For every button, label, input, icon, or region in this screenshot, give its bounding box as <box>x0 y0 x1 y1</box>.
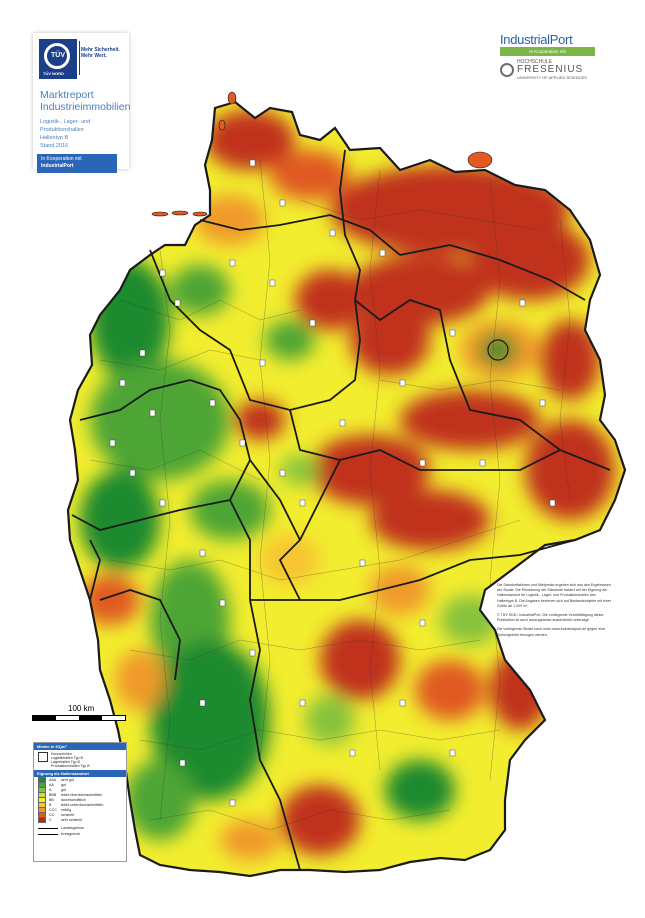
legend: Mieten in €/Qm² Kennzeichen Logistikhall… <box>33 742 127 862</box>
legend-class-code: A <box>49 787 52 792</box>
report-line-3: Stand 2016 <box>40 143 69 149</box>
tuv-logo-sub: TÜV NORD <box>43 71 64 76</box>
scale-label: 100 km <box>68 704 95 713</box>
fresenius-logo: HOCHSCHULE FRESENIUS UNIVERSITY OF APPLI… <box>500 59 600 80</box>
legend-class-code: B <box>49 802 52 807</box>
industrialport-koop-bar: In Kooperation mit <box>500 47 595 56</box>
tuv-logo-text: TÜV <box>51 52 65 59</box>
legend-class-label: sehr schlecht <box>61 817 83 822</box>
city-markers <box>109 159 556 807</box>
fresenius-text: FRESENIUS <box>517 64 584 75</box>
legend-line-district: Kreisgrenze <box>34 831 126 837</box>
tuv-logo-ring <box>44 43 70 69</box>
legend-class-code: CCC <box>49 807 57 812</box>
fresenius-sub: UNIVERSITY OF APPLIED SCIENCES <box>517 75 587 80</box>
info-paragraph-2: © TÜV SÜD / IndustrialPort. Die vorliege… <box>497 613 604 623</box>
tuv-slogan: Mehr Sicherheit. Mehr Wert. <box>81 47 125 59</box>
legend-line-state-label: Landesgrenze <box>61 826 84 830</box>
koop-line-1: In Kooperation mit <box>41 156 82 162</box>
legend-class-label: schlecht <box>61 812 75 817</box>
fresenius-icon <box>500 62 514 77</box>
tuv-logo: TÜV TÜV NORD <box>39 39 77 79</box>
legend-class-label: gut <box>61 787 66 792</box>
legend-class-code: C <box>49 817 52 822</box>
legend-symbol-line: Logistikhallen Typ B <box>51 756 83 760</box>
report-title: Marktreport Industrieimmobilien <box>40 89 131 113</box>
legend-header-suitability: Eignung als Hallenstandort <box>34 770 126 777</box>
info-text: Die Standortfaktoren und Mietpreise erge… <box>497 583 613 642</box>
legend-symbol-block: Kennzeichen Logistikhallen Typ B Lagerha… <box>34 750 126 768</box>
legend-class-label: sehr gut <box>61 777 74 782</box>
berlin-area <box>487 339 509 361</box>
tuv-divider <box>79 41 80 75</box>
legend-line-district-sample <box>38 833 58 835</box>
scale-bar-graphic <box>32 715 126 721</box>
heatmap-layer <box>68 102 625 876</box>
legend-class-code: BBB <box>49 792 57 797</box>
legend-symbol-line: Produktionshallen Typ B <box>51 764 90 768</box>
legend-symbol-icon <box>38 752 48 762</box>
industrialport-name: IndustrialPort <box>500 32 573 47</box>
tuv-slogan-1: Mehr Sicherheit. <box>81 47 120 53</box>
legend-symbol-line: Lagerhallen Typ B <box>51 760 80 764</box>
scale-bar: 100 km <box>32 704 126 721</box>
hochschule-text: HOCHSCHULE <box>517 59 553 65</box>
tuv-title-panel: TÜV TÜV NORD Mehr Sicherheit. Mehr Wert.… <box>33 33 131 169</box>
legend-class-code: BB <box>49 797 54 802</box>
north-islands <box>151 91 493 217</box>
legend-symbol-line: Kennzeichen <box>51 752 72 756</box>
legend-class-label: mäßig <box>61 807 71 812</box>
koop-line-2: IndustrialPort <box>41 163 74 169</box>
state-borders <box>66 100 627 878</box>
legend-class-label: gut <box>61 782 66 787</box>
legend-class-label: leicht unterdurchschnittlich <box>61 802 104 807</box>
district-borders <box>89 159 571 831</box>
report-title-2: Industrieimmobilien <box>40 101 131 113</box>
report-line-1: Logistik-, Lager- und Produktionshallen <box>40 119 91 133</box>
info-paragraph-3: Die vorliegende Studie kann unter www.in… <box>497 627 606 637</box>
legend-line-state: Landesgrenze <box>34 825 126 831</box>
legend-line-state-sample <box>38 827 58 829</box>
cooperation-badge: In Kooperation mit IndustrialPort <box>37 154 117 173</box>
industrialport-logo: IndustrialPort In Kooperation mit HOCHSC… <box>500 32 600 80</box>
legend-line-district-label: Kreisgrenze <box>61 832 81 836</box>
legend-class-label: leicht überdurchschnittlich <box>61 792 103 797</box>
legend-class-code: AAA <box>49 777 57 782</box>
report-title-1: Marktreport <box>40 89 94 101</box>
legend-class-code: CC <box>49 812 55 817</box>
legend-class-label: durchschnittlich <box>61 797 86 802</box>
legend-class-code: AA <box>49 782 54 787</box>
legend-header-rent: Mieten in €/Qm² <box>34 743 126 750</box>
report-line-2: Hallentyp B <box>40 135 69 141</box>
info-paragraph-1: Die Standortfaktoren und Mietpreise erge… <box>497 583 612 608</box>
report-subtitle: Logistik-, Lager- und Produktionshallen … <box>40 118 128 150</box>
legend-swatch <box>38 816 46 823</box>
tuv-slogan-2: Mehr Wert. <box>81 53 107 59</box>
